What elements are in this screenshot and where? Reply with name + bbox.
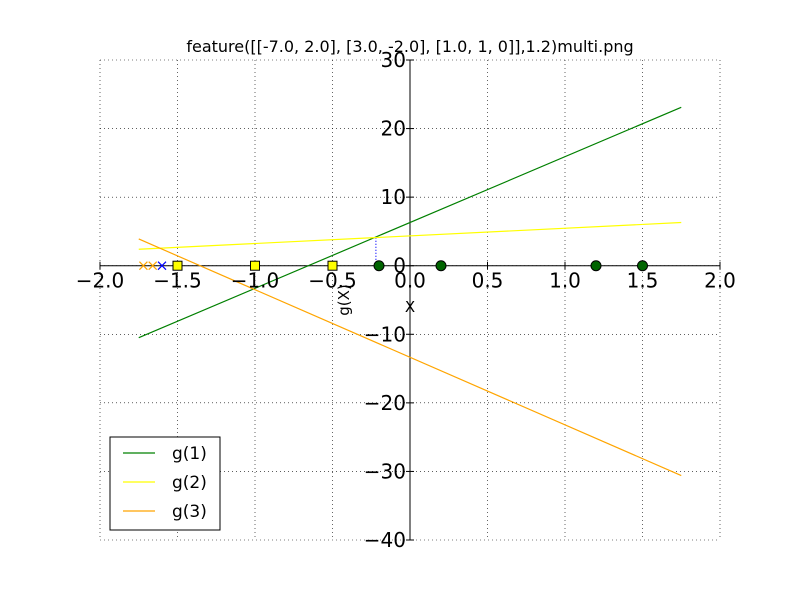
x-tick-label: 1.0 [549, 269, 581, 293]
circle-marker [590, 260, 602, 272]
x-tick-label: −1.0 [231, 269, 280, 293]
y-axis-label: g(X) [335, 284, 353, 316]
y-tick-label: −30 [364, 459, 406, 483]
legend-label-2: g(2) [172, 473, 207, 493]
x-tick-label: −0.5 [308, 269, 357, 293]
circle-marker [637, 260, 648, 272]
x-tick-label: −1.5 [153, 269, 202, 293]
y-tick-label: −10 [364, 322, 406, 346]
circle-marker [435, 260, 447, 272]
series-line-2 [138, 221, 682, 250]
legend: g(1) g(2) g(3) [109, 436, 221, 531]
square-marker [172, 260, 183, 271]
square-marker [250, 260, 260, 271]
y-tick-label: 10 [381, 185, 406, 209]
tick-labels: −2.0 −1.5 −1.0 −0.5 0.0 0.5 1.0 1.5 2.0 −40 −30 −20… [76, 48, 736, 552]
legend-label-1: g(1) [172, 444, 207, 464]
y-tick-label: −40 [364, 528, 406, 552]
x-tick-label: 0.0 [394, 269, 426, 293]
cross-marker [148, 261, 158, 271]
y-tick-label: −20 [364, 391, 406, 415]
series-line-1 [138, 106, 682, 339]
cross-marker [138, 261, 148, 271]
series-line-3 [138, 238, 682, 477]
series-lines [138, 106, 682, 477]
x-tick-label: 0.5 [472, 269, 504, 293]
y-tick-label: 20 [381, 117, 406, 141]
markers [138, 260, 648, 272]
chart-title: feature([[-7.0, 2.0], [3.0, -2.0], [1.0,… [186, 37, 633, 56]
legend-label-3: g(3) [172, 502, 207, 522]
y-tick-label: 30 [381, 48, 406, 72]
cross-marker [157, 261, 167, 271]
x-tick-label: 1.5 [627, 269, 659, 293]
x-tick-label: −2.0 [76, 269, 125, 293]
x-axis-label: X [405, 298, 415, 316]
circle-marker [373, 260, 385, 272]
axes [99, 59, 721, 541]
x-tick-label: 2.0 [704, 269, 736, 293]
y-tick-label: 0 [393, 254, 406, 278]
square-marker [327, 260, 338, 271]
